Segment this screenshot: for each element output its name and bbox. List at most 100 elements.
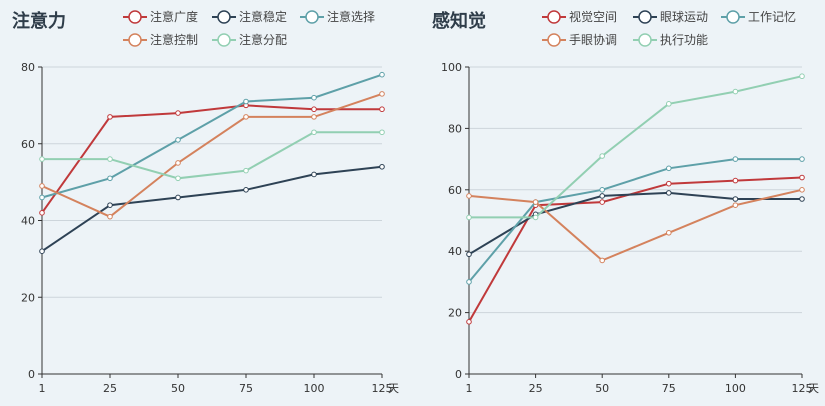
series-3	[466, 156, 805, 285]
x-tick-label: 125	[372, 382, 393, 395]
data-point	[39, 183, 45, 189]
data-point	[732, 177, 739, 184]
x-tick-label: 75	[662, 382, 676, 395]
data-point	[599, 187, 606, 193]
legend-marker	[547, 33, 561, 47]
data-point	[532, 214, 539, 221]
legend-label: 注意选择	[327, 9, 375, 24]
series-line	[41, 73, 383, 199]
legend-item: 执行功能	[633, 33, 708, 47]
data-point	[599, 199, 606, 205]
legend-marker	[638, 33, 652, 47]
x-tick-label: 50	[171, 382, 185, 395]
data-point	[107, 202, 113, 208]
y-tick-label: 40	[448, 245, 462, 258]
data-point	[666, 101, 672, 107]
y-tick-label: 60	[21, 138, 35, 151]
data-point	[666, 180, 672, 187]
legend-label: 眼球运动	[660, 10, 708, 24]
data-point	[311, 114, 317, 120]
legend-label: 工作记忆	[748, 10, 796, 24]
data-point	[599, 153, 606, 159]
data-point	[379, 71, 385, 78]
data-point	[107, 114, 113, 120]
data-point	[243, 98, 249, 105]
x-tick-label: 100	[725, 382, 746, 395]
series-5	[466, 73, 805, 221]
legend-marker	[128, 10, 142, 24]
legend-label: 注意广度	[150, 9, 198, 24]
series-4	[466, 187, 805, 264]
legend-item: 眼球运动	[633, 10, 708, 24]
y-tick-label: 100	[441, 61, 462, 74]
data-point	[175, 110, 181, 116]
x-tick-label: 100	[304, 382, 325, 395]
data-point	[379, 91, 385, 97]
data-point	[379, 163, 385, 170]
series-1	[466, 174, 805, 325]
x-unit-label: 天	[388, 382, 399, 395]
data-point	[175, 160, 181, 166]
legend-item: 注意选择	[300, 9, 375, 24]
x-tick-label: 25	[103, 382, 117, 395]
legend-marker	[638, 10, 652, 24]
series-5	[39, 129, 385, 182]
data-point	[666, 229, 672, 236]
legend-item: 注意分配	[212, 32, 287, 47]
legend-label: 执行功能	[660, 33, 708, 47]
y-tick-label: 80	[21, 61, 35, 74]
legend-item: 工作记忆	[721, 10, 796, 24]
y-tick-label: 0	[455, 368, 462, 381]
series-3	[39, 71, 385, 201]
y-tick-label: 60	[448, 184, 462, 197]
legend-marker	[726, 10, 740, 24]
data-point	[243, 187, 249, 193]
data-point	[39, 194, 45, 201]
data-point	[39, 156, 45, 162]
series-line	[469, 75, 803, 219]
legend-item: 视觉空间	[542, 9, 617, 24]
data-point	[311, 94, 317, 101]
data-point	[666, 165, 672, 172]
data-point	[107, 156, 113, 162]
x-tick-label: 1	[466, 382, 473, 395]
series-line	[41, 92, 383, 218]
data-point	[466, 193, 472, 199]
legend-label: 手眼协调	[569, 32, 617, 47]
data-point	[243, 167, 249, 174]
x-tick-label: 25	[529, 382, 543, 395]
series-2	[466, 190, 805, 258]
chart-title: 感知觉	[432, 10, 486, 32]
y-tick-label: 20	[448, 307, 462, 320]
y-tick-label: 80	[448, 122, 462, 135]
data-point	[799, 196, 805, 202]
data-point	[175, 175, 181, 182]
x-unit-label: 天	[808, 382, 819, 395]
series-2	[39, 163, 385, 254]
data-point	[39, 248, 45, 254]
data-point	[599, 257, 606, 264]
series-4	[39, 91, 385, 220]
series-line	[468, 188, 803, 262]
data-point	[666, 190, 672, 196]
data-point	[175, 194, 181, 201]
data-point	[532, 199, 539, 205]
data-point	[107, 213, 113, 220]
y-tick-label: 40	[21, 215, 35, 228]
legend-marker	[305, 10, 319, 24]
data-point	[243, 114, 249, 120]
series-line	[468, 176, 803, 323]
data-point	[466, 279, 472, 285]
legend-item: 注意控制	[123, 32, 198, 47]
data-point	[799, 174, 805, 181]
series-1	[39, 102, 385, 216]
data-point	[799, 156, 805, 162]
series-line	[42, 131, 382, 180]
data-point	[311, 106, 317, 113]
data-point	[466, 319, 472, 325]
y-tick-label: 0	[28, 368, 35, 381]
data-point	[732, 196, 739, 202]
legend-item: 注意广度	[123, 9, 198, 24]
